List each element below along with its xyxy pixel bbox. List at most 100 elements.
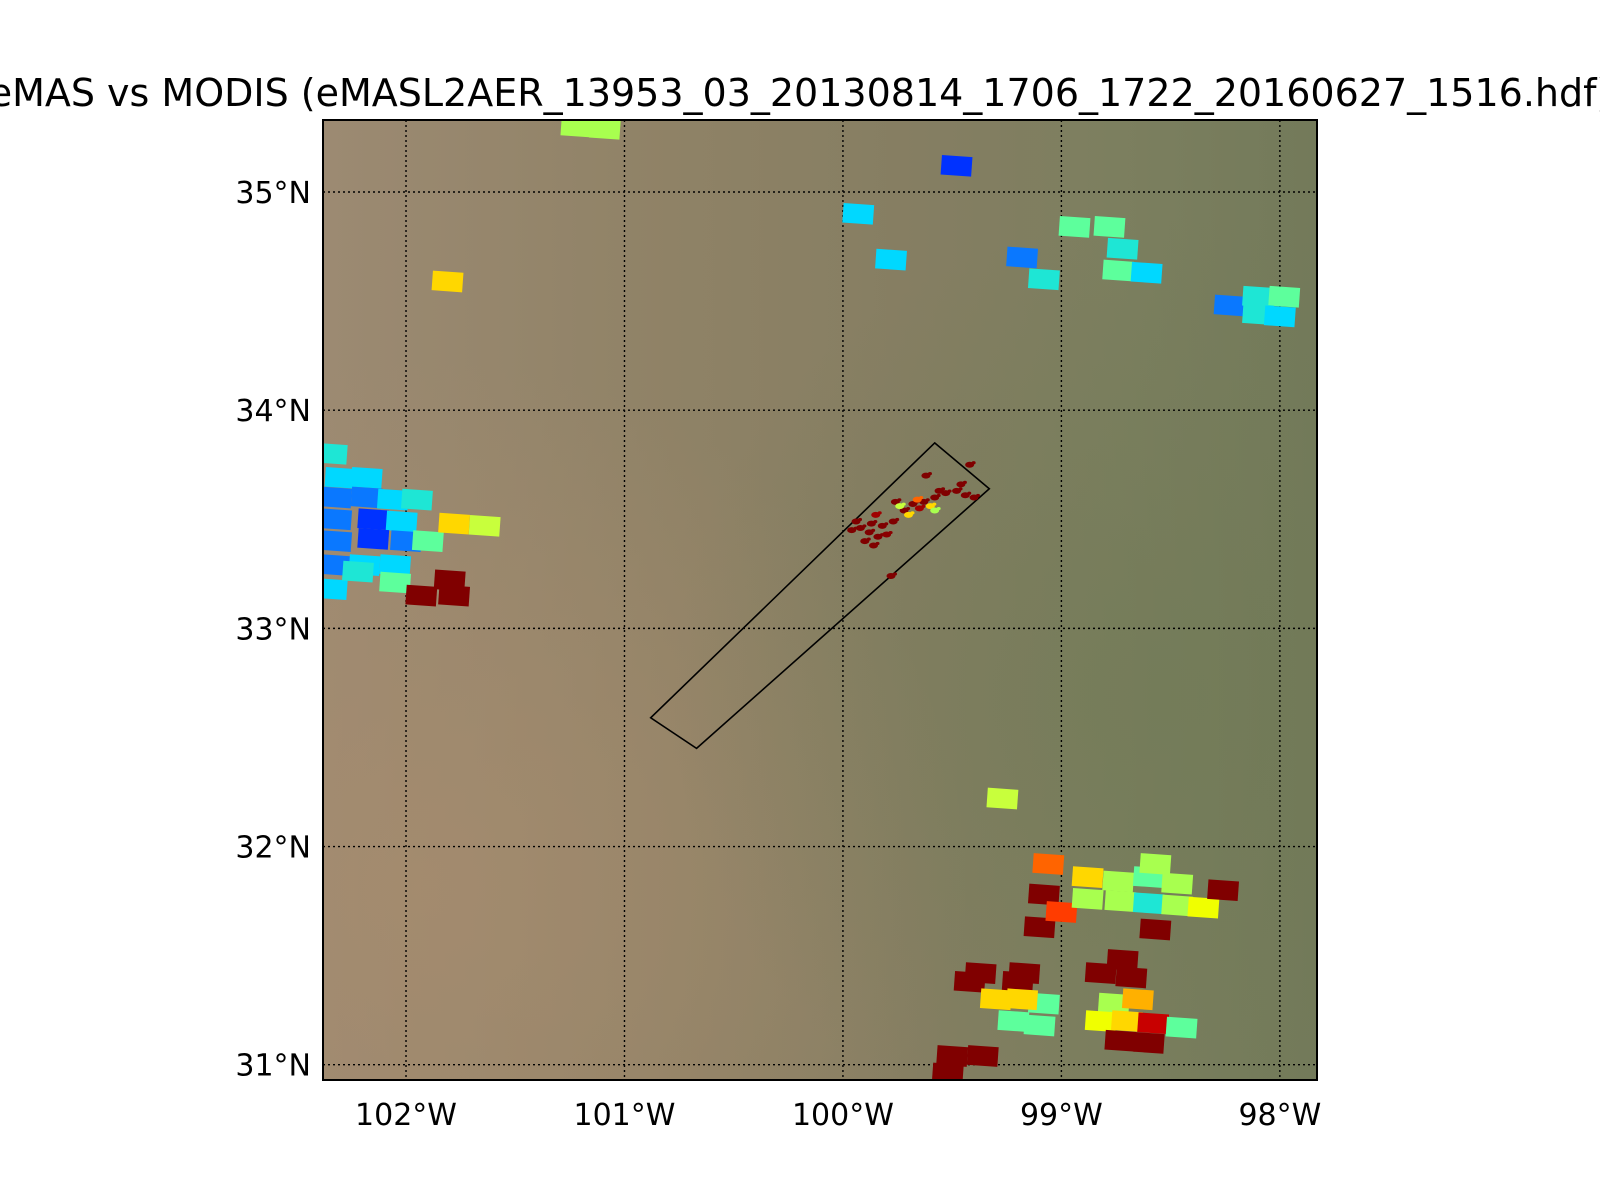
latitude-tick-label: 33°N xyxy=(235,612,311,647)
emas-point xyxy=(877,511,882,515)
longitude-tick-labels: 102°W 101°W 100°W 99°W 98°W xyxy=(355,1098,1321,1133)
latitude-tick-label: 34°N xyxy=(235,394,311,429)
emas-point xyxy=(958,487,963,491)
emas-point xyxy=(895,517,900,522)
modis-cell xyxy=(323,486,353,509)
latitude-tick-label: 31°N xyxy=(235,1049,311,1084)
modis-cell xyxy=(1102,870,1135,893)
modis-cell xyxy=(1263,305,1296,328)
emas-point xyxy=(921,504,926,508)
modis-cell xyxy=(379,554,412,576)
modis-cell xyxy=(936,1045,969,1067)
modis-cell xyxy=(324,466,357,489)
emas-point xyxy=(962,480,967,484)
chart-title: eMAS vs MODIS (eMASL2AER_13953_03_201308… xyxy=(0,71,1600,115)
modis-cell xyxy=(1104,890,1137,912)
longitude-tick-label: 98°W xyxy=(1238,1098,1321,1133)
modis-cell xyxy=(1187,896,1220,919)
modis-cell xyxy=(1161,894,1194,917)
modis-cell xyxy=(560,120,593,138)
modis-cell xyxy=(379,571,412,594)
map-area xyxy=(323,120,1317,1080)
modis-cell xyxy=(986,787,1019,810)
modis-cell xyxy=(405,584,438,607)
modis-cell xyxy=(931,1062,964,1080)
emas-point xyxy=(871,528,876,532)
longitude-tick-label: 99°W xyxy=(1020,1098,1103,1133)
modis-cell xyxy=(1106,237,1139,260)
modis-cell xyxy=(323,578,348,600)
modis-cell xyxy=(1027,883,1060,906)
emas-point xyxy=(971,461,976,465)
emas-point xyxy=(927,472,932,476)
emas-swath-outline xyxy=(649,441,991,750)
emas-point xyxy=(888,530,893,535)
modis-cell xyxy=(1001,970,1034,993)
modis-cell xyxy=(1139,918,1172,941)
modis-cell xyxy=(350,486,383,509)
modis-cell xyxy=(323,442,348,465)
emas-point xyxy=(858,517,863,522)
emas-point xyxy=(862,524,867,528)
emas-point xyxy=(936,506,941,511)
modis-cell xyxy=(1213,294,1246,317)
axes-frame xyxy=(322,119,1318,1081)
emas-point xyxy=(919,496,924,500)
emas-point xyxy=(967,491,972,495)
modis-cell xyxy=(875,248,907,271)
emas-point xyxy=(884,522,889,526)
modis-cell xyxy=(1032,853,1065,875)
modis-cell xyxy=(468,514,501,537)
modis-cell xyxy=(1006,988,1039,1011)
modis-cell xyxy=(1161,872,1194,895)
modis-cell xyxy=(940,154,973,177)
modis-cell xyxy=(1071,866,1104,888)
emas-point xyxy=(936,493,941,498)
emas-point xyxy=(925,498,930,502)
emas-point xyxy=(873,520,878,524)
modis-cell xyxy=(431,270,464,293)
emas-point xyxy=(932,502,937,506)
longitude-tick-label: 101°W xyxy=(574,1098,676,1133)
longitude-tick-label: 100°W xyxy=(792,1098,894,1133)
modis-cell xyxy=(1130,261,1163,284)
modis-cell xyxy=(1027,268,1060,291)
modis-cell xyxy=(357,528,390,550)
modis-cell xyxy=(1110,1010,1143,1032)
emas-aod-points xyxy=(847,461,981,579)
latitude-tick-labels: 35°N 34°N 33°N 32°N 31°N xyxy=(235,176,311,1084)
modis-cell xyxy=(1268,285,1301,308)
modis-cell xyxy=(1207,879,1240,902)
emas-point xyxy=(947,489,952,493)
modis-cell xyxy=(400,488,433,511)
modis-cell xyxy=(1132,892,1165,915)
modis-cell xyxy=(1023,1014,1056,1037)
modis-cell xyxy=(411,530,444,552)
modis-cell xyxy=(979,988,1012,1011)
modis-cell xyxy=(433,569,466,592)
longitude-tick-label: 102°W xyxy=(355,1098,457,1133)
modis-cell xyxy=(1165,1016,1198,1039)
emas-point xyxy=(976,493,981,498)
modis-cell xyxy=(1058,216,1091,238)
latitude-tick-label: 32°N xyxy=(235,831,311,866)
modis-cell xyxy=(1093,216,1126,238)
modis-cell xyxy=(1006,246,1039,269)
modis-cell xyxy=(588,120,621,140)
modis-aod-cells xyxy=(323,120,1301,1080)
modis-cell xyxy=(357,508,390,531)
modis-cell xyxy=(1071,888,1104,910)
emas-point xyxy=(875,541,880,546)
emas-point xyxy=(897,498,902,502)
modis-cell xyxy=(1084,1010,1117,1032)
modis-cell xyxy=(1023,916,1056,939)
emas-point xyxy=(941,487,946,491)
modis-cell xyxy=(1132,1032,1165,1054)
emas-point xyxy=(866,537,871,541)
modis-cell xyxy=(350,466,383,489)
modis-cell xyxy=(1139,853,1172,875)
modis-cell xyxy=(438,512,471,535)
modis-cell xyxy=(385,510,418,533)
latitude-tick-label: 35°N xyxy=(235,176,311,211)
modis-cell xyxy=(323,508,353,531)
